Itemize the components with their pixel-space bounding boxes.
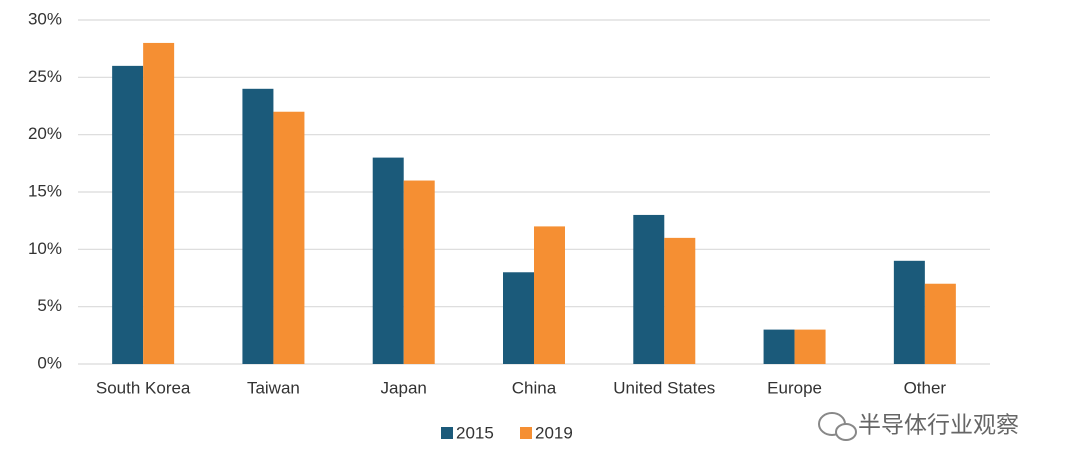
x-tick-label: Japan [381,378,427,397]
x-tick-label: Other [904,378,947,397]
bar [372,157,404,364]
y-tick-label: 15% [28,181,62,200]
x-tick-label: Europe [767,378,822,397]
legend-label: 2019 [535,423,573,442]
y-tick-label: 25% [28,67,62,86]
watermark-icon [835,423,857,441]
bar [924,283,956,364]
bar [273,111,305,364]
y-tick-label: 10% [28,239,62,258]
x-tick-label: United States [613,378,715,397]
watermark-text: 半导体行业观察 [858,413,1019,439]
x-tick-label: China [512,378,557,397]
bar [893,260,925,364]
x-tick-label: South Korea [96,378,191,397]
watermark: 半导体行业观察 [818,412,1019,441]
bar [794,329,826,364]
bar [633,214,665,364]
bar [242,88,274,365]
legend-swatch [441,427,453,439]
bar [664,237,696,364]
bar [112,65,144,364]
y-tick-label: 20% [28,124,62,143]
bar [143,42,175,364]
bar [534,226,565,364]
bar [403,180,435,364]
y-tick-label: 0% [37,353,62,372]
bar [763,329,795,364]
y-tick-label: 30% [28,9,62,28]
legend-label: 2015 [456,423,494,442]
y-tick-label: 5% [37,296,62,315]
legend-swatch [520,427,532,439]
bar [503,272,534,364]
x-tick-label: Taiwan [247,378,300,397]
